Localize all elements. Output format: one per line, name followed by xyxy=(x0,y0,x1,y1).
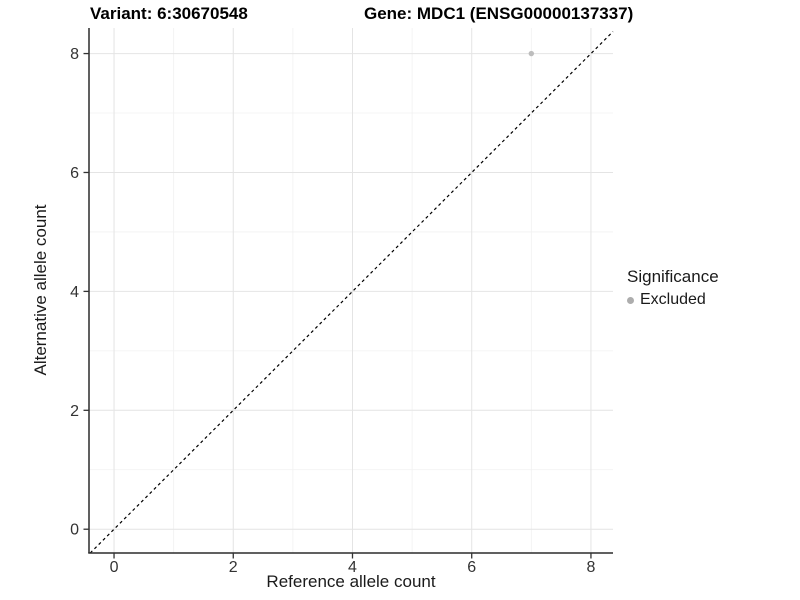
x-tick-label: 4 xyxy=(348,559,357,576)
x-tick-label: 6 xyxy=(467,559,476,576)
y-axis-title: Alternative allele count xyxy=(31,204,50,376)
legend-item-label: Excluded xyxy=(640,291,706,308)
x-tick-label: 0 xyxy=(110,559,119,576)
x-tick-label: 8 xyxy=(586,559,595,576)
data-point xyxy=(528,50,535,57)
plot-title-variant: Variant: 6:30670548 xyxy=(90,4,248,23)
y-tick-label: 2 xyxy=(70,403,79,420)
y-tick-label: 4 xyxy=(70,284,79,301)
legend-item-excluded: Excluded xyxy=(627,291,719,309)
legend-title: Significance xyxy=(627,267,719,286)
identity-line xyxy=(89,31,614,554)
legend-point-icon xyxy=(627,296,634,304)
plot-title-gene: Gene: MDC1 (ENSG00000137337) xyxy=(364,4,634,23)
x-axis-title: Reference allele count xyxy=(266,572,436,591)
y-tick-label: 0 xyxy=(70,522,79,539)
y-tick-label: 6 xyxy=(70,165,79,182)
x-tick-label: 2 xyxy=(229,559,238,576)
legend: Significance Excluded xyxy=(627,267,719,309)
y-tick-label: 8 xyxy=(70,46,79,63)
